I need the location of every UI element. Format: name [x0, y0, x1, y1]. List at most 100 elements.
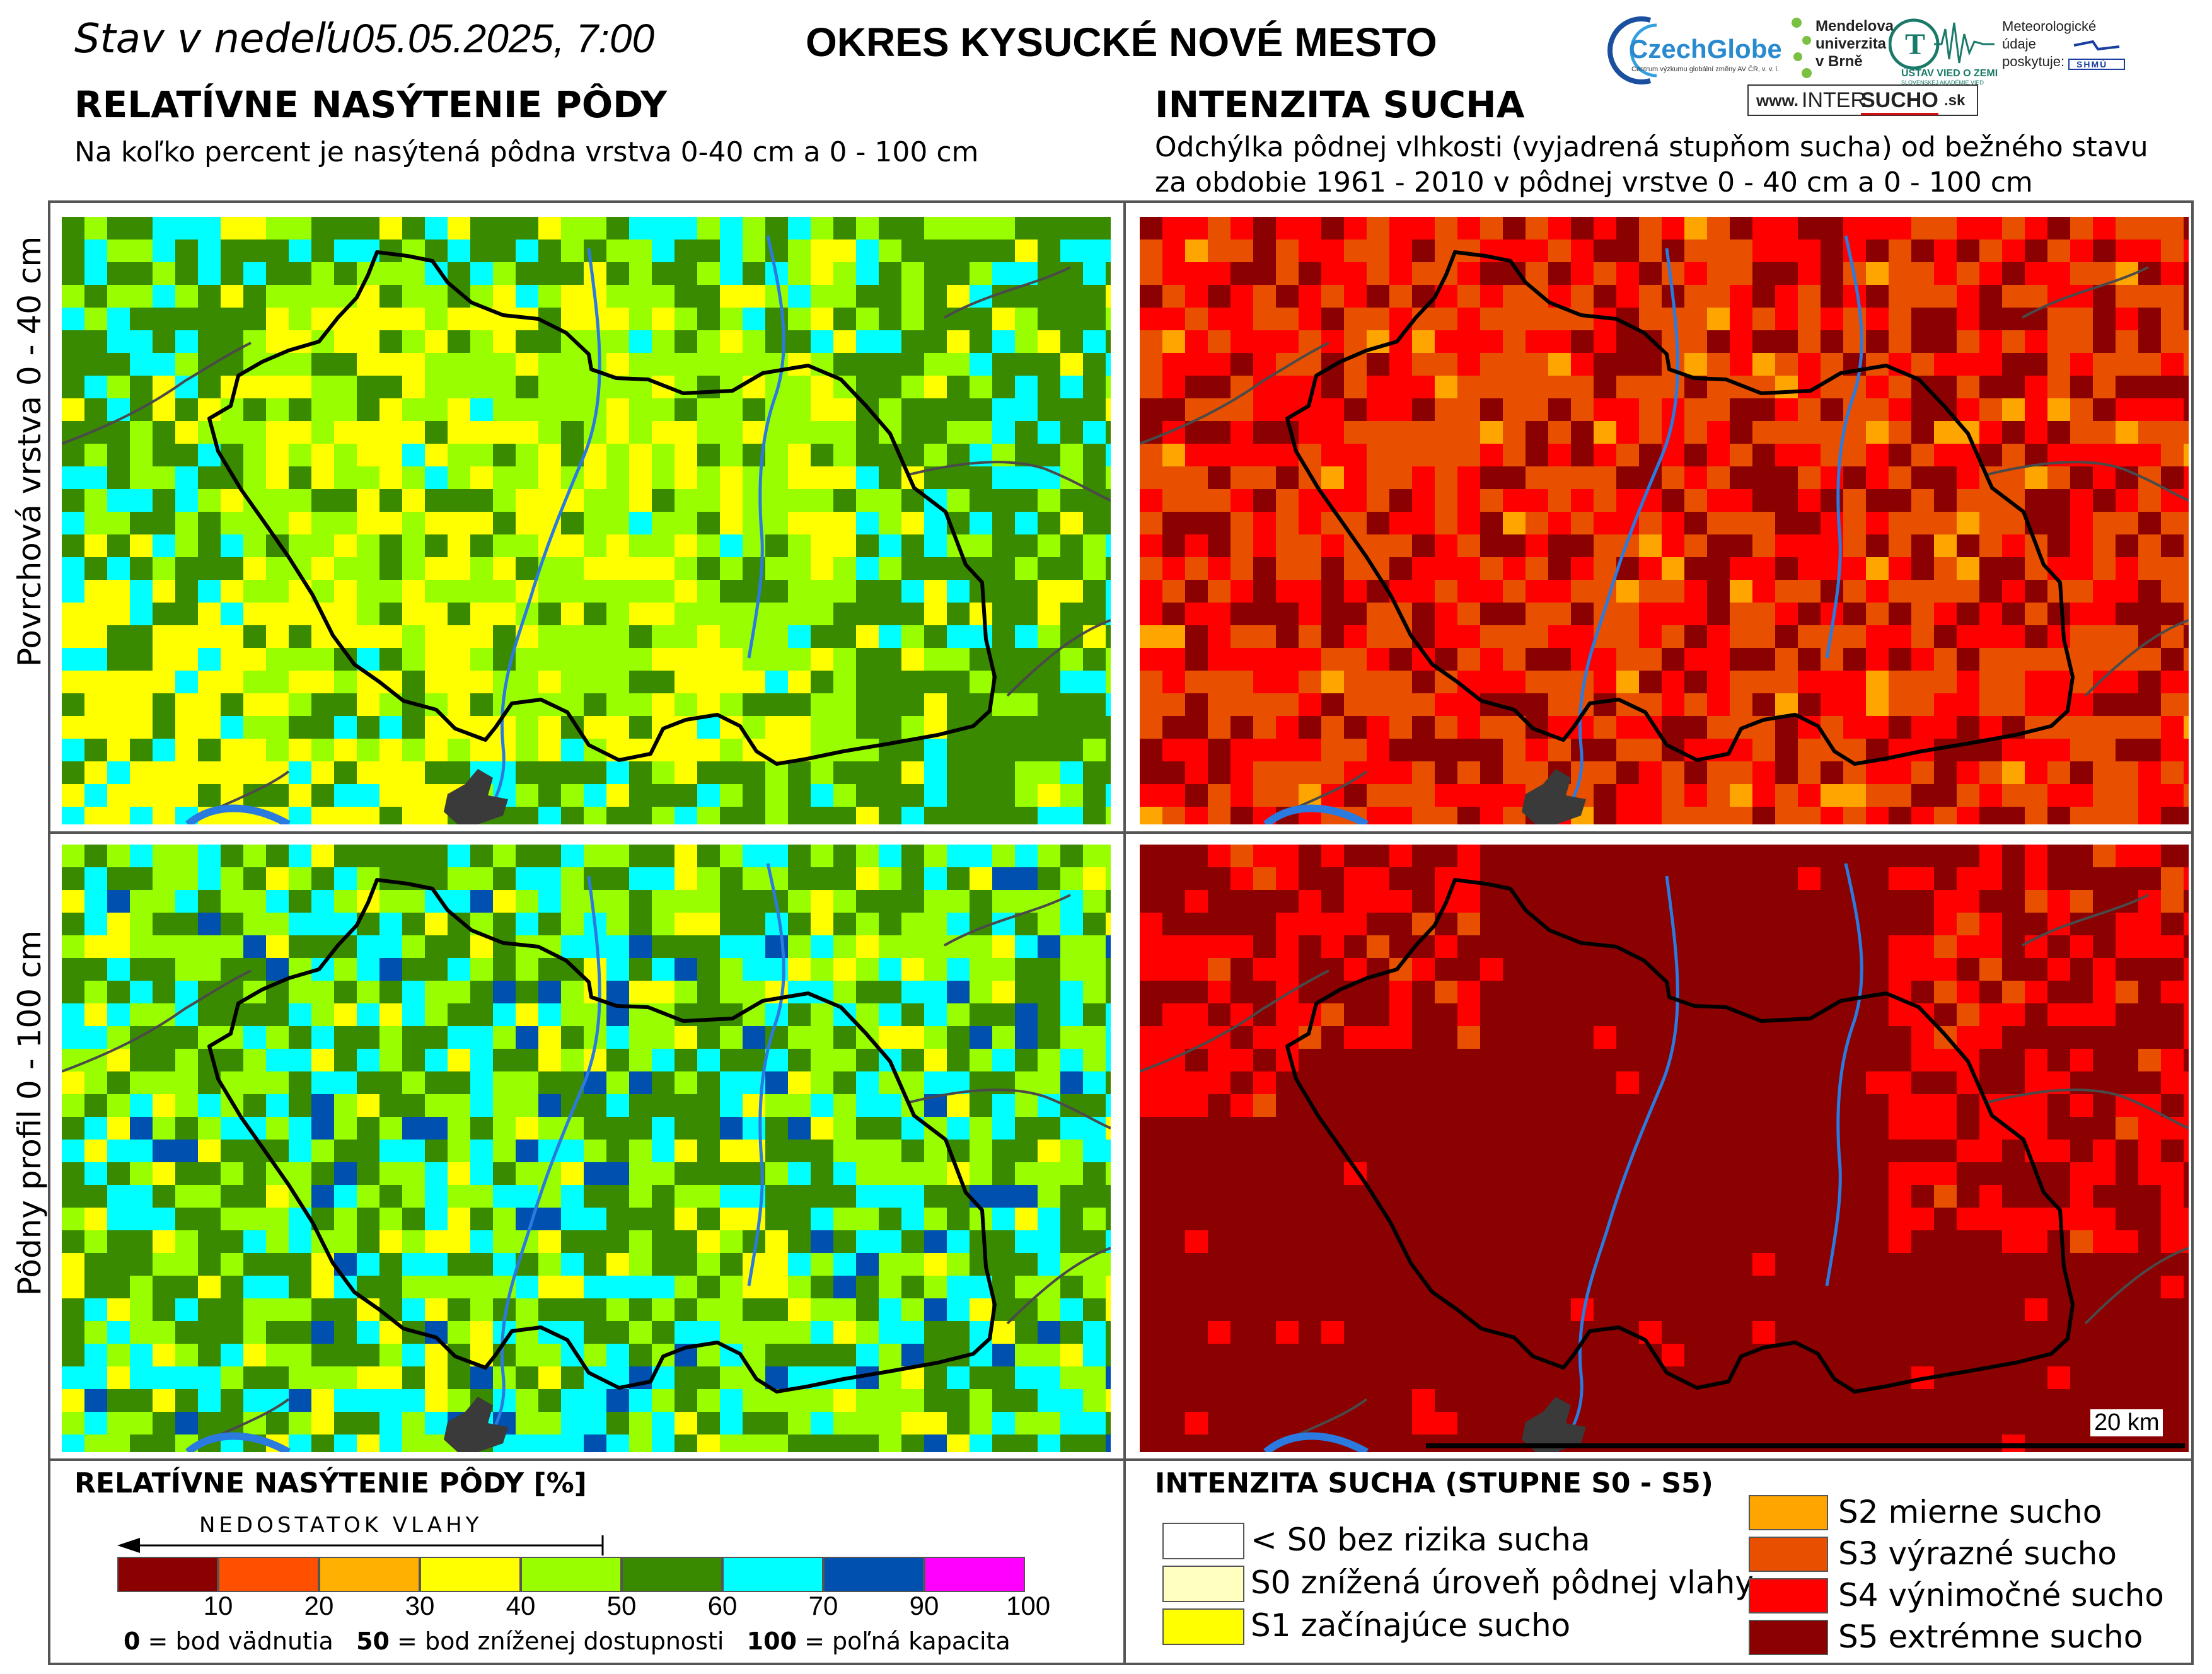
svg-text:T: T — [1905, 28, 1925, 61]
scale-bar-label: 20 km — [2090, 1409, 2163, 1436]
colorbar-tick-label: 100 — [1006, 1591, 1051, 1620]
colorbar-segment — [823, 1557, 924, 1592]
river-line — [747, 235, 785, 659]
raster-cells — [62, 845, 1111, 1452]
district-title: OKRES KYSUCKÉ NOVÉ MESTO — [806, 20, 1437, 65]
drought-title: INTENZITA SUCHA — [1155, 83, 1525, 126]
saturation-subtitle: Na koľko percent je nasýtená pôdna vrstv… — [74, 136, 979, 168]
shmu-name: SHMÚ — [2076, 59, 2108, 69]
mendel-line-1: Mendelova — [1815, 18, 1894, 35]
frame-legend-divider — [48, 1458, 2194, 1461]
road-line — [2084, 1247, 2189, 1325]
meteo-line-1: Meteorologické — [2002, 18, 2097, 34]
saturation-colorbar — [117, 1557, 1025, 1592]
note-0-text: = bod vädnutia — [140, 1627, 333, 1655]
deficit-arrow-label: NEDOSTATOK VLAHY — [199, 1513, 483, 1538]
river-line — [1263, 1432, 1369, 1452]
colorbar-tick-label: 60 — [707, 1591, 738, 1620]
river-line — [185, 804, 291, 824]
date-prefix: Stav v nedeľu — [74, 16, 352, 62]
colorbar-segment — [117, 1557, 218, 1592]
river-line — [477, 248, 601, 824]
river-line — [477, 875, 601, 1452]
drought-legend-swatch — [1162, 1523, 1244, 1559]
colorbar-segment — [420, 1557, 521, 1592]
river-line — [1263, 804, 1369, 824]
note-100-text: = poľná kapacita — [797, 1627, 1010, 1655]
shmu-logo-mark — [2068, 40, 2125, 70]
map-drought-topsoil — [1140, 217, 2189, 824]
maps-frame — [48, 200, 2194, 1665]
river-line — [1825, 863, 1863, 1286]
saturation-legend-title: RELATÍVNE NASÝTENIE PÔDY [%] — [74, 1467, 587, 1499]
drought-legend-label: S5 extrémne sucho — [1838, 1619, 2143, 1655]
frame-vertical-divider — [1123, 200, 1126, 1665]
drought-legend-swatch — [1749, 1495, 1828, 1530]
drought-legend-label: S1 začínajúce sucho — [1251, 1607, 1571, 1644]
drought-legend-label: S4 výnimočné sucho — [1838, 1577, 2164, 1613]
czechglobe-logo: CzechGlobe Centrum výzkumu globální změn… — [1606, 11, 1795, 87]
uvz-subtitle: SLOVENSKEJ AKADÉMIE VIED — [1901, 79, 1984, 86]
colorbar-segment — [319, 1557, 420, 1592]
drought-legend-label: S2 mierne sucho — [1838, 1494, 2102, 1530]
colorbar-segment — [218, 1557, 319, 1592]
mendel-line-2: univerzita — [1815, 35, 1887, 52]
intersucho-www: www. — [1756, 91, 1798, 110]
town-area — [444, 769, 508, 824]
map-saturation-profile — [62, 845, 1111, 1452]
river-line — [1555, 875, 1679, 1452]
river-line — [1555, 248, 1679, 824]
road-line — [944, 894, 1071, 947]
map-saturation-topsoil — [62, 217, 1111, 824]
row-label-profile: Pôdny profil 0 - 100 cm — [11, 930, 48, 1296]
road-line — [2084, 619, 2189, 697]
note-50-num: 50 — [356, 1627, 390, 1655]
mendel-line-3: v Brně — [1815, 53, 1863, 70]
drought-legend-title: INTENZITA SUCHA (STUPNE S0 - S5) — [1155, 1467, 1713, 1499]
colorbar-tick-label: 30 — [405, 1591, 435, 1620]
road-line — [1984, 461, 2189, 502]
colorbar-tick-label: 90 — [909, 1591, 939, 1620]
river-line — [185, 1432, 291, 1452]
deficit-arrow-icon — [117, 1535, 604, 1556]
road-line — [1006, 619, 1111, 697]
colorbar-segment — [924, 1557, 1025, 1592]
colorbar-tick-label: 70 — [808, 1591, 838, 1620]
river-line — [1825, 235, 1863, 659]
meteo-provider: Meteorologické údaje poskytuje: — [2002, 18, 2096, 71]
road-line — [2022, 266, 2149, 319]
drought-legend-label: S0 znížená úroveň pôdnej vlahy — [1251, 1564, 1754, 1601]
meteo-line-2: údaje — [2002, 36, 2036, 52]
uvz-logo: T ÚSTAV VIED O ZEMI SLOVENSKEJ AKADÉMIE … — [1888, 16, 1998, 86]
meteo-line-3: poskytuje: — [2002, 54, 2065, 69]
shmu-logo: SHMÚ — [2068, 40, 2126, 71]
road-line — [944, 266, 1071, 319]
czechglobe-logo-mark — [1607, 16, 1657, 84]
colorbar-tick-label: 50 — [606, 1591, 637, 1620]
drought-subtitle-2: za obdobie 1961 - 2010 v pôdnej vrstve 0… — [1155, 166, 2033, 199]
road-line — [1140, 969, 1329, 1073]
intersucho-logo: www. INTER SUCHO .sk — [1747, 84, 1978, 116]
saturation-ticks: 10 20 30 40 50 60 70 90 100 — [117, 1591, 1050, 1622]
colorbar-segment — [722, 1557, 823, 1592]
frame-middle-divider — [48, 831, 2194, 834]
town-area — [444, 1397, 508, 1452]
drought-legend-swatch — [1162, 1566, 1244, 1602]
drought-legend-swatch — [1749, 1620, 1828, 1655]
scale-bar — [1426, 1443, 2185, 1448]
road-line — [906, 461, 1111, 502]
town-area — [1522, 769, 1586, 824]
road-line — [1140, 342, 1329, 445]
colorbar-segment — [622, 1557, 722, 1592]
row-label-topsoil: Povrchová vrstva 0 - 40 cm — [11, 236, 48, 667]
mendel-dots-icon — [1792, 18, 1812, 78]
saturation-notes: 0 = bod vädnutia 50 = bod zníženej dostu… — [124, 1627, 1010, 1655]
district-boundary — [207, 878, 997, 1394]
map-drought-profile — [1140, 845, 2189, 1452]
intersucho-sucho: SUCHO — [1861, 88, 1938, 115]
district-boundary — [1285, 250, 2075, 766]
colorbar-tick-label: 40 — [506, 1591, 536, 1620]
road-line — [62, 342, 252, 445]
river-line — [747, 863, 785, 1286]
drought-subtitle-1: Odchýlka pôdnej vlhkosti (vyjadrená stup… — [1155, 131, 2148, 163]
